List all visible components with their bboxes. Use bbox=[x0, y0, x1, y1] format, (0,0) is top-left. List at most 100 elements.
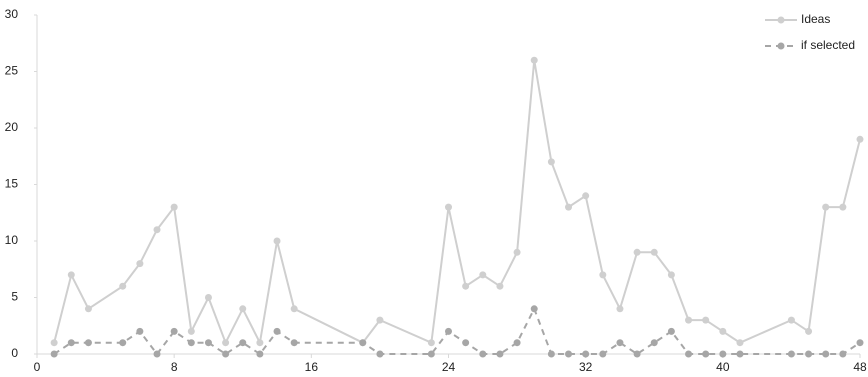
point bbox=[290, 339, 298, 347]
point bbox=[290, 305, 298, 313]
point bbox=[204, 339, 212, 347]
point bbox=[565, 203, 573, 211]
point bbox=[376, 316, 384, 324]
point bbox=[136, 260, 144, 268]
point bbox=[685, 316, 693, 324]
point bbox=[805, 350, 813, 358]
point bbox=[719, 350, 727, 358]
point bbox=[479, 271, 487, 279]
point bbox=[445, 203, 452, 211]
point bbox=[616, 305, 624, 313]
y-tick-label: 10 bbox=[5, 233, 19, 247]
point bbox=[547, 158, 555, 166]
point bbox=[67, 271, 75, 279]
point bbox=[204, 294, 212, 301]
point bbox=[222, 350, 230, 358]
legend-marker bbox=[777, 16, 785, 24]
y-tick-label: 30 bbox=[5, 7, 19, 21]
point bbox=[856, 135, 864, 143]
point bbox=[565, 350, 573, 358]
point bbox=[50, 339, 58, 347]
legend-marker bbox=[777, 42, 785, 50]
point bbox=[67, 339, 75, 347]
point bbox=[376, 350, 384, 358]
y-tick-label: 5 bbox=[11, 290, 18, 304]
point bbox=[805, 327, 813, 335]
point bbox=[822, 203, 830, 211]
point bbox=[667, 327, 675, 335]
point bbox=[273, 237, 281, 245]
point bbox=[633, 248, 641, 256]
point bbox=[787, 316, 795, 324]
series-line bbox=[53, 60, 861, 346]
point bbox=[170, 327, 178, 335]
legend-label: Ideas bbox=[801, 12, 830, 26]
x-tick-label: 24 bbox=[442, 360, 456, 374]
point bbox=[736, 350, 744, 358]
point bbox=[616, 339, 624, 347]
series-line bbox=[53, 306, 861, 356]
point bbox=[170, 203, 178, 211]
point bbox=[856, 339, 864, 347]
point bbox=[547, 350, 555, 358]
point bbox=[736, 339, 744, 347]
point bbox=[633, 350, 641, 358]
point bbox=[787, 350, 795, 358]
point bbox=[136, 327, 144, 335]
point bbox=[530, 56, 538, 64]
point bbox=[650, 339, 658, 347]
point bbox=[719, 327, 727, 335]
point bbox=[273, 327, 281, 335]
x-tick-label: 0 bbox=[34, 360, 41, 374]
point bbox=[359, 339, 367, 347]
y-tick-label: 0 bbox=[11, 346, 18, 360]
point bbox=[222, 339, 230, 347]
point bbox=[427, 350, 435, 358]
point bbox=[513, 339, 521, 347]
point bbox=[599, 271, 607, 279]
point bbox=[50, 350, 58, 358]
point bbox=[84, 339, 92, 347]
point bbox=[496, 282, 504, 290]
point bbox=[187, 339, 195, 347]
point bbox=[153, 226, 161, 234]
point bbox=[445, 327, 452, 335]
point bbox=[462, 339, 470, 347]
point bbox=[822, 350, 830, 358]
point bbox=[119, 282, 127, 290]
point bbox=[582, 350, 590, 358]
x-tick-label: 40 bbox=[716, 360, 730, 374]
point bbox=[239, 305, 247, 313]
y-tick-label: 15 bbox=[5, 177, 19, 191]
y-tick-label: 25 bbox=[5, 64, 19, 78]
point bbox=[513, 248, 521, 256]
point bbox=[582, 192, 590, 200]
point bbox=[462, 282, 470, 290]
point bbox=[84, 305, 92, 313]
point bbox=[427, 339, 435, 347]
point bbox=[119, 339, 127, 347]
point bbox=[839, 350, 847, 358]
x-tick-label: 16 bbox=[305, 360, 319, 374]
point bbox=[256, 350, 264, 358]
point bbox=[153, 350, 161, 358]
point bbox=[702, 316, 710, 324]
point bbox=[239, 339, 247, 347]
point bbox=[702, 350, 710, 358]
point bbox=[599, 350, 607, 358]
legend-label: if selected bbox=[801, 38, 855, 52]
point bbox=[839, 203, 847, 211]
point bbox=[667, 271, 675, 279]
point bbox=[496, 350, 504, 358]
point bbox=[187, 327, 195, 335]
x-tick-label: 32 bbox=[579, 360, 593, 374]
point bbox=[650, 248, 658, 256]
y-tick-label: 20 bbox=[5, 120, 19, 134]
x-tick-label: 48 bbox=[853, 360, 867, 374]
x-tick-label: 8 bbox=[171, 360, 178, 374]
point bbox=[479, 350, 487, 358]
point bbox=[530, 305, 538, 313]
point bbox=[685, 350, 693, 358]
point bbox=[256, 339, 264, 347]
